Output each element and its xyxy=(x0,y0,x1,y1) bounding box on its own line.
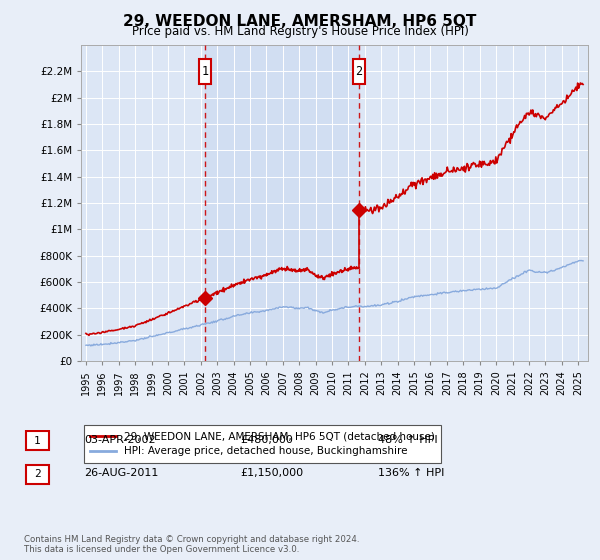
FancyBboxPatch shape xyxy=(26,465,49,484)
Bar xyxy=(205,45,359,361)
Legend: 29, WEEDON LANE, AMERSHAM, HP6 5QT (detached house), HPI: Average price, detache: 29, WEEDON LANE, AMERSHAM, HP6 5QT (deta… xyxy=(83,425,442,463)
Text: 26-AUG-2011: 26-AUG-2011 xyxy=(84,468,158,478)
Text: Price paid vs. HM Land Registry's House Price Index (HPI): Price paid vs. HM Land Registry's House … xyxy=(131,25,469,38)
Text: 1: 1 xyxy=(202,64,208,78)
Text: £480,000: £480,000 xyxy=(240,435,293,445)
Text: 2: 2 xyxy=(356,64,362,78)
FancyBboxPatch shape xyxy=(199,59,211,83)
Text: 29, WEEDON LANE, AMERSHAM, HP6 5QT: 29, WEEDON LANE, AMERSHAM, HP6 5QT xyxy=(124,14,476,29)
Text: £1,150,000: £1,150,000 xyxy=(240,468,303,478)
Text: Contains HM Land Registry data © Crown copyright and database right 2024.
This d: Contains HM Land Registry data © Crown c… xyxy=(24,535,359,554)
Text: 136% ↑ HPI: 136% ↑ HPI xyxy=(378,468,445,478)
Text: 1: 1 xyxy=(34,436,41,446)
FancyBboxPatch shape xyxy=(353,59,365,83)
FancyBboxPatch shape xyxy=(26,431,49,450)
Text: 03-APR-2002: 03-APR-2002 xyxy=(84,435,155,445)
Text: 48% ↑ HPI: 48% ↑ HPI xyxy=(378,435,437,445)
Text: 2: 2 xyxy=(34,469,41,479)
